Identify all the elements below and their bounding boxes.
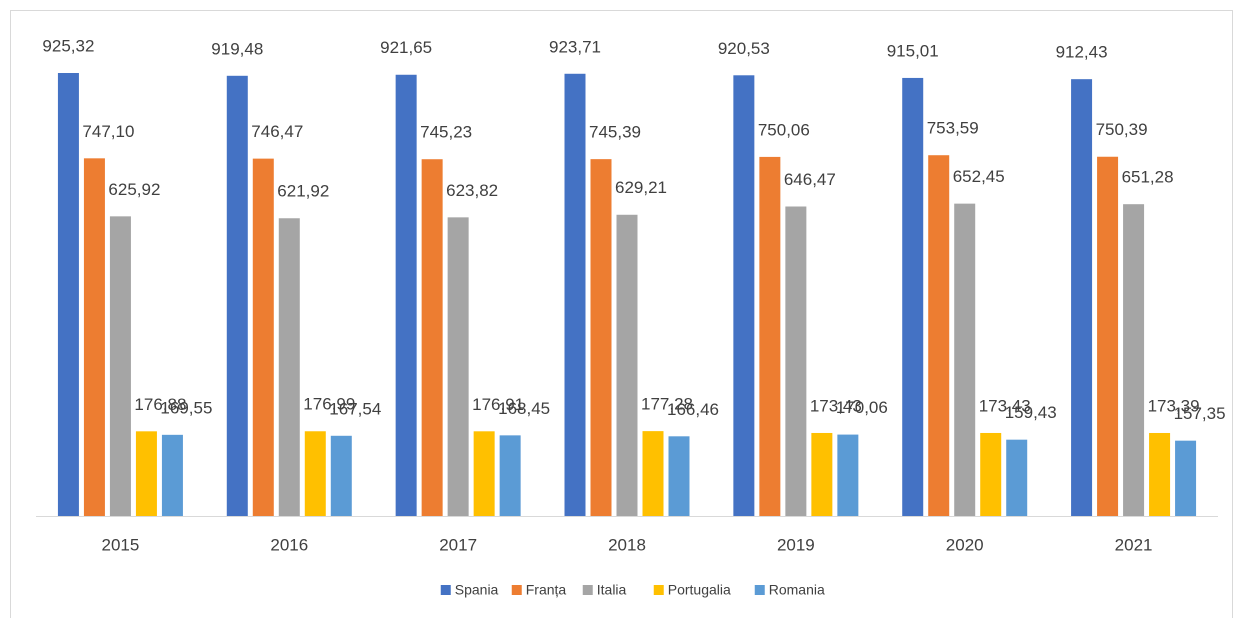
legend-label: Franța	[526, 582, 567, 598]
data-label: 912,43	[1056, 43, 1108, 62]
bar	[252, 158, 274, 516]
bar	[733, 75, 755, 517]
data-label: 746,47	[251, 122, 303, 141]
bar	[759, 156, 781, 516]
bar	[226, 75, 248, 516]
data-label: 623,82	[446, 181, 498, 200]
data-label: 919,48	[211, 39, 263, 58]
data-label: 173,39	[1148, 396, 1200, 415]
x-tick-label: 2018	[608, 535, 646, 554]
data-label: 753,59	[927, 119, 979, 138]
bar	[954, 203, 976, 517]
bar	[1097, 156, 1119, 516]
bar	[785, 206, 807, 516]
data-label: 168,45	[498, 399, 550, 418]
data-label: 170,06	[836, 398, 888, 417]
bar	[928, 155, 950, 516]
x-tick-label: 2019	[777, 535, 815, 554]
bar	[1006, 439, 1028, 516]
data-label: 166,46	[667, 400, 719, 419]
x-tick-label: 2017	[439, 535, 477, 554]
data-label: 921,65	[380, 38, 432, 57]
bar	[473, 431, 495, 516]
x-tick-label: 2016	[270, 535, 308, 554]
data-label: 652,45	[953, 167, 1005, 186]
bar	[811, 432, 833, 516]
data-label: 169,55	[160, 398, 212, 417]
bar	[902, 77, 924, 516]
bar	[668, 436, 690, 516]
data-label: 177,28	[641, 395, 693, 414]
bar	[83, 158, 105, 516]
legend-swatch	[653, 585, 664, 595]
data-label: 750,39	[1096, 120, 1148, 139]
bar	[421, 159, 443, 516]
data-label: 629,21	[615, 178, 667, 197]
bar	[135, 431, 157, 516]
data-label: 747,10	[82, 122, 134, 141]
data-label: 167,54	[329, 399, 381, 418]
bar	[278, 218, 300, 516]
bar	[980, 432, 1002, 516]
x-tick-label: 2020	[946, 535, 984, 554]
data-label: 157,35	[1174, 404, 1226, 423]
bar	[304, 431, 326, 516]
legend-label: Spania	[455, 582, 499, 598]
bar	[642, 431, 664, 516]
data-label: 173,43	[979, 396, 1031, 415]
legend-swatch	[582, 585, 593, 595]
bar	[330, 435, 352, 516]
legend-label: Italia	[597, 582, 627, 598]
bar	[564, 73, 586, 517]
x-tick-label: 2021	[1115, 535, 1153, 554]
bar	[109, 216, 131, 516]
bar	[1071, 79, 1093, 516]
data-label: 173,43	[810, 396, 862, 415]
data-label: 176,88	[134, 395, 186, 414]
data-label: 923,71	[549, 37, 601, 56]
bar	[447, 217, 469, 516]
data-label: 745,23	[420, 123, 472, 142]
bar	[616, 214, 638, 516]
legend-label: Romania	[769, 582, 825, 598]
data-label: 159,43	[1005, 403, 1057, 422]
bar	[499, 435, 521, 516]
data-label: 750,06	[758, 120, 810, 139]
legend-swatch	[440, 585, 451, 595]
data-label: 925,32	[42, 36, 94, 55]
bar	[395, 74, 417, 517]
data-label: 745,39	[589, 123, 641, 142]
legend-swatch	[511, 585, 522, 595]
data-label: 646,47	[784, 170, 836, 189]
legend-swatch	[754, 585, 765, 595]
data-label: 176,91	[472, 395, 524, 414]
data-label: 621,92	[277, 182, 329, 201]
data-label: 651,28	[1122, 168, 1174, 187]
data-label: 176,99	[303, 395, 355, 414]
x-tick-label: 2015	[102, 535, 140, 554]
bar	[57, 73, 79, 516]
bar	[1175, 440, 1197, 516]
data-label: 915,01	[887, 41, 939, 60]
bar	[837, 434, 859, 516]
legend-label: Portugalia	[668, 582, 731, 598]
data-label: 625,92	[108, 180, 160, 199]
data-label: 920,53	[718, 39, 770, 58]
bar	[1123, 204, 1145, 516]
bar	[1149, 432, 1171, 516]
bar	[590, 159, 612, 516]
bar	[161, 434, 183, 516]
